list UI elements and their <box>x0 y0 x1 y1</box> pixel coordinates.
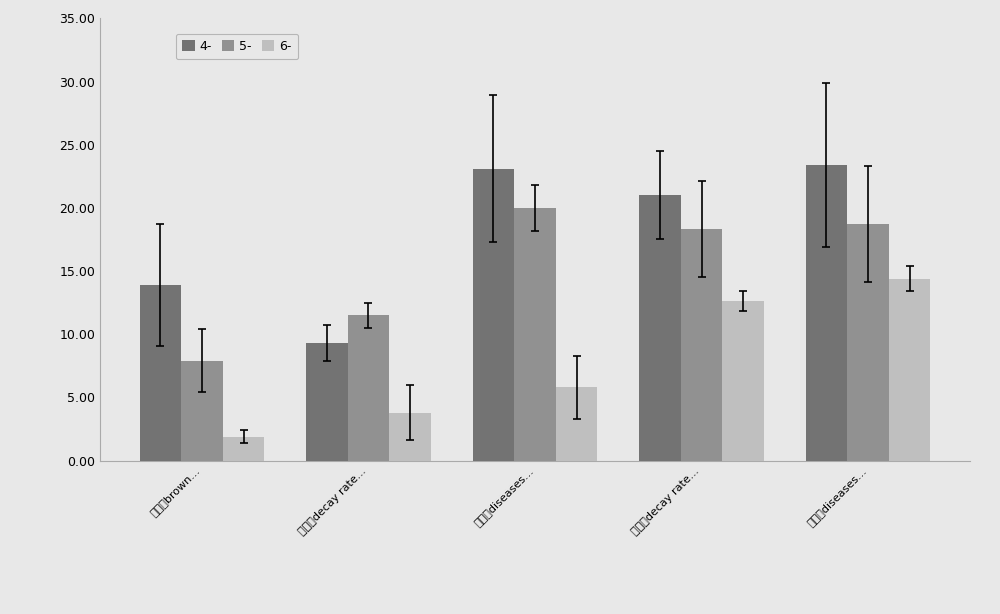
Bar <box>722 301 764 460</box>
Bar <box>389 413 431 460</box>
Bar <box>681 230 722 460</box>
Bar <box>889 279 930 460</box>
Bar <box>140 285 181 460</box>
Bar <box>556 387 597 460</box>
Bar <box>806 165 847 460</box>
Bar <box>847 224 889 460</box>
Bar <box>348 315 389 460</box>
Legend: 4-, 5-, 6-: 4-, 5-, 6- <box>176 34 298 59</box>
Bar <box>639 195 681 460</box>
Bar <box>514 208 556 460</box>
Bar <box>306 343 348 460</box>
Bar <box>473 169 514 460</box>
Bar <box>223 437 264 460</box>
Bar <box>181 360 223 460</box>
